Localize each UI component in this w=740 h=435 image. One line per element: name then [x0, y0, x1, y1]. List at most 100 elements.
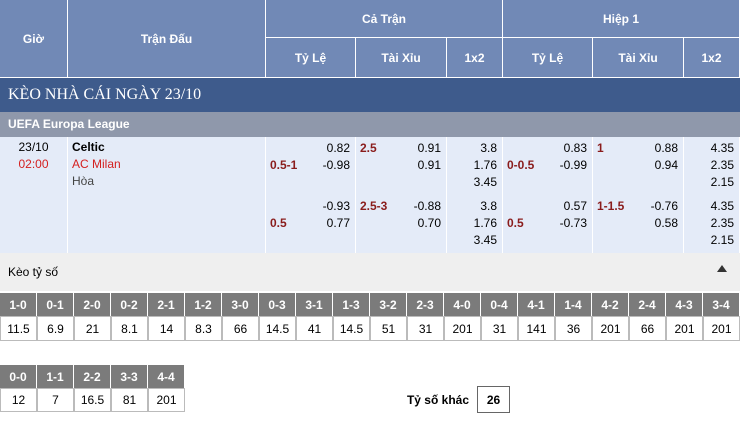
score-odds: 51 [370, 316, 407, 341]
odds: 0.88 [654, 141, 678, 155]
odds: 0.58 [654, 216, 678, 230]
odds-line: 2.5-3 -0.88 [360, 198, 441, 215]
handicap-line: 0-0.5 [507, 158, 535, 172]
odds-line: 0.57 [507, 198, 587, 215]
header-time: Giờ [0, 0, 68, 78]
score: 1-2 [185, 293, 221, 316]
score-odds: 11.5 [0, 316, 37, 341]
team-cell: Celtic AC Milan Hòa [68, 137, 266, 195]
odds: 0.91 [417, 141, 441, 155]
other-label: Tỷ số khác [406, 393, 469, 407]
odds-line: 0.82 [270, 140, 350, 157]
score-odds: 31 [481, 316, 518, 341]
score: 1-1 [37, 365, 73, 388]
odds: 3.8 [480, 199, 497, 213]
odds-cell: 4.35 2.35 2.15 [684, 137, 740, 195]
handicap-line: 0.5 [270, 216, 287, 230]
odds-cell: 3.8 1.76 3.45 [447, 137, 503, 195]
score-odds: 14 [148, 316, 185, 341]
handicap-line: 0.5 [507, 216, 524, 230]
odds: 2.15 [710, 233, 734, 247]
header-col: Tài Xỉu [356, 38, 447, 78]
score: 0-0 [0, 365, 36, 388]
odds-line: 2.15 [688, 174, 734, 191]
odds: -0.76 [650, 199, 678, 213]
score-odds: 14.5 [333, 316, 370, 341]
odds-line: -0.93 [270, 198, 350, 215]
odds-line: 3.8 [451, 198, 497, 215]
score: 2-4 [629, 293, 665, 316]
score-odds: 14.5 [259, 316, 296, 341]
odds-line: 3.45 [451, 232, 497, 249]
score-odds: 7 [37, 388, 74, 412]
score: 4-1 [518, 293, 554, 316]
score-odds: 8.1 [111, 316, 148, 341]
odds: 4.35 [710, 199, 734, 213]
odds: 3.45 [473, 233, 497, 247]
odds: 4.35 [710, 141, 734, 155]
odds-line: 0.94 [597, 157, 678, 174]
odds-line: 2.35 [688, 215, 734, 232]
collapse-arrow[interactable] [717, 265, 727, 272]
score-odds: 21 [74, 316, 111, 341]
score: 4-4 [148, 365, 184, 388]
odds-line: 1.76 [451, 157, 497, 174]
score: 0-2 [111, 293, 147, 316]
header-col: Tỷ Lệ [503, 38, 593, 78]
correct-score-title: Kèo tỷ số [0, 253, 740, 291]
day-title: KÈO NHÀ CÁI NGÀY 23/10 [0, 78, 740, 112]
time-cell: 23/10 02:00 [0, 137, 68, 195]
odds-line: 0.91 [360, 157, 441, 174]
score: 0-1 [37, 293, 73, 316]
score: 2-1 [148, 293, 184, 316]
odds-cell: 0.82 0.5-1 -0.98 [266, 137, 356, 195]
score: 4-3 [666, 293, 702, 316]
odds-line: 0.83 [507, 140, 587, 157]
odds: 0.91 [417, 158, 441, 172]
odds-line: 3.8 [451, 140, 497, 157]
odds: 2.35 [710, 158, 734, 172]
odds-cell: -0.93 0.5 0.77 [266, 195, 356, 253]
score-odds: 201 [148, 388, 185, 412]
score: 3-0 [222, 293, 258, 316]
odds: 0.83 [563, 141, 587, 155]
odds: 1.76 [473, 158, 497, 172]
score: 3-1 [296, 293, 332, 316]
match-date: 23/10 [18, 140, 49, 154]
score-odds: 36 [555, 316, 592, 341]
odds-cell: 3.8 1.76 3.45 [447, 195, 503, 253]
match-time: 02:00 [18, 157, 49, 171]
draw-label: Hòa [72, 174, 95, 188]
odds: 3.45 [473, 175, 497, 189]
score-odds: 6.9 [37, 316, 74, 341]
other-odds: 26 [477, 386, 510, 413]
odds-cell: 2.5 0.91 0.91 [356, 137, 447, 195]
score-odds: 8.3 [185, 316, 222, 341]
odds-cell: 2.5-3 -0.88 0.70 [356, 195, 447, 253]
handicap-line: 1-1.5 [597, 199, 625, 213]
odds-line: 0-0.5 -0.99 [507, 157, 587, 174]
score-odds: 81 [111, 388, 148, 412]
score: 0-4 [481, 293, 517, 316]
odds-cell: 0.83 0-0.5 -0.99 [503, 137, 593, 195]
score-odds: 12 [0, 388, 37, 412]
odds-cell: 1 0.88 0.94 [593, 137, 684, 195]
odds: 1.76 [473, 216, 497, 230]
odds-line: 1-1.5 -0.76 [597, 198, 678, 215]
odds: 2.15 [710, 175, 734, 189]
odds: 3.8 [480, 141, 497, 155]
odds: -0.99 [559, 158, 587, 172]
odds-line: 0.58 [597, 215, 678, 232]
header-col: 1x2 [447, 38, 503, 78]
score: 0-3 [259, 293, 295, 316]
team-cell [68, 195, 266, 253]
score-odds: 201 [666, 316, 703, 341]
odds-line: 2.5 0.91 [360, 140, 441, 157]
score-odds: 41 [296, 316, 333, 341]
odds: -0.98 [322, 158, 350, 172]
handicap-line: 2.5 [360, 141, 377, 155]
odds-line: 4.35 [688, 198, 734, 215]
score: 1-0 [0, 293, 36, 316]
odds-line: 0.5 0.77 [270, 215, 350, 232]
handicap-line: 2.5-3 [360, 199, 388, 213]
